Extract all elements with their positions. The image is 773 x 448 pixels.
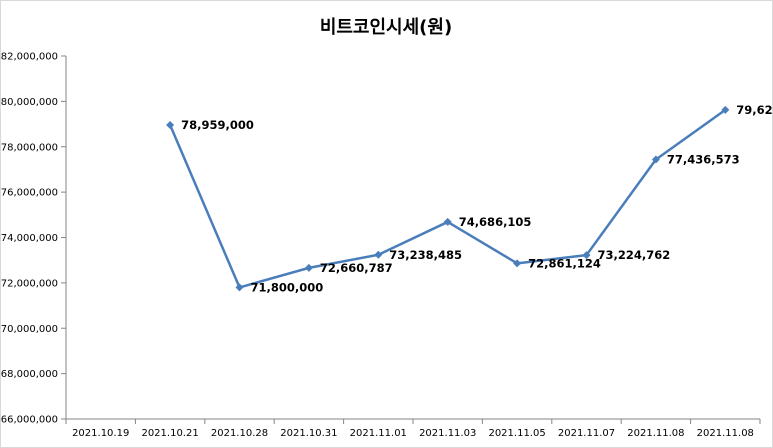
x-tick-label: 2021.11.05 [488,428,545,439]
data-label: 74,686,105 [459,215,532,229]
data-point-marker [166,120,175,129]
data-label: 72,660,787 [320,261,393,275]
data-label: 73,238,485 [389,248,462,262]
data-label: 77,436,573 [667,153,740,167]
data-point-marker [721,105,730,114]
data-point-marker [651,155,660,164]
data-label: 71,800,000 [251,280,324,294]
data-point-marker [582,251,591,260]
axes [61,55,761,424]
data-point-marker [304,263,313,272]
x-tick-label: 2021.10.31 [280,428,337,439]
data-label: 73,224,762 [598,248,671,262]
y-tick-label: 76,000,000 [1,188,58,199]
x-tick-label: 2021.10.28 [211,428,268,439]
y-tick-labels: 66,000,000 68,000,000 70,000,000 72,000,000… [1,52,58,426]
data-point-marker [235,283,244,292]
data-labels: 78,959,000 71,800,000 72,660,78773,238,485… [181,103,773,294]
x-tick-labels: 2021.10.19 2021.10.21 2021.10.28 2021.10.31… [72,428,754,439]
y-tick-label: 82,000,000 [1,52,58,63]
x-tick-label: 2021.11.01 [350,428,407,439]
x-tick-label: 2021.11.08 [627,428,684,439]
y-tick-label: 72,000,000 [1,278,58,289]
y-tick-label: 66,000,000 [1,415,58,426]
data-label: 72,861,124 [528,256,601,270]
y-tick-label: 70,000,000 [1,324,58,335]
markers [166,105,730,292]
chart-title: 비트코인시세(원) [320,17,452,38]
x-tick-label: 2021.11.03 [419,428,476,439]
y-tick-label: 68,000,000 [1,369,58,380]
x-tick-label: 2021.10.21 [141,428,198,439]
data-label: 79,623,647 [736,103,773,117]
data-point-marker [513,259,522,268]
data-point-marker [443,217,452,226]
x-tick-label: 2021.11.07 [558,428,615,439]
data-label: 78,959,000 [181,118,254,132]
data-point-marker [374,250,383,259]
x-tick-label: 2021.10.19 [72,428,129,439]
y-tick-label: 74,000,000 [1,233,58,244]
y-tick-label: 78,000,000 [1,142,58,153]
y-tick-label: 80,000,000 [1,97,58,108]
x-tick-label: 2021.11.08 [697,428,754,439]
